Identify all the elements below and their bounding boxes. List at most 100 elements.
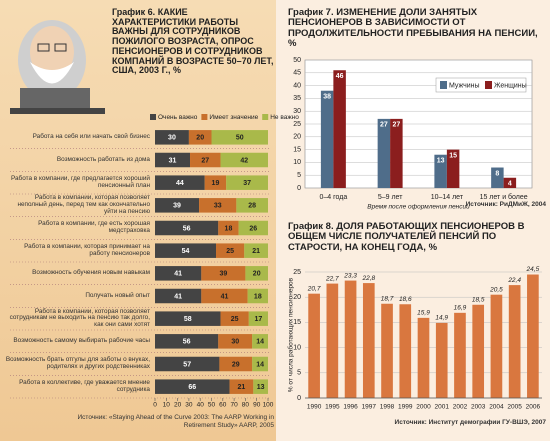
value-label: 16,9 <box>454 305 467 312</box>
bar-segment <box>155 311 221 326</box>
value-label: 46 <box>336 73 344 80</box>
y-tick-label: 40 <box>293 82 301 89</box>
bar-segment <box>155 220 219 236</box>
value-label: 56 <box>183 339 191 346</box>
chart-label: График 7. <box>288 7 334 18</box>
bar <box>362 283 375 398</box>
value-label: 15,9 <box>417 310 430 317</box>
bar-segment <box>220 152 268 168</box>
source: Источник: «Staying Ahead of the Curve 20… <box>77 414 275 429</box>
y-tick-label: 5 <box>297 370 301 377</box>
value-label: 41 <box>174 293 182 300</box>
value-label: 27 <box>380 122 388 129</box>
category-label: Возможность обучения новым навыкам <box>32 268 150 276</box>
y-tick-label: 10 <box>293 344 301 351</box>
value-label: 41 <box>221 293 229 300</box>
x-tick-label: 1999 <box>398 404 413 411</box>
y-tick-label: 0 <box>297 395 301 402</box>
x-tick-label: 0 <box>153 402 157 409</box>
value-label: 50 <box>236 135 244 142</box>
bar-segment <box>155 152 191 168</box>
value-label: 38 <box>323 94 331 101</box>
x-tick-label: 2001 <box>434 404 449 411</box>
value-label: 22,8 <box>361 275 375 282</box>
value-label: 27 <box>392 122 400 129</box>
legend-swatch <box>485 81 492 89</box>
value-label: 4 <box>508 181 512 188</box>
value-label: 18,5 <box>472 296 485 303</box>
value-label: 30 <box>231 339 239 346</box>
value-label: 8 <box>495 170 499 177</box>
y-tick-label: 30 <box>293 108 301 115</box>
legend-swatch <box>262 114 269 120</box>
value-label: 37 <box>243 180 251 187</box>
bar-segment <box>190 152 221 168</box>
bar <box>434 154 447 188</box>
value-label: 18,7 <box>381 295 394 302</box>
bar <box>320 90 334 188</box>
value-label: 20,5 <box>489 286 503 293</box>
value-label: 39 <box>219 271 227 278</box>
legend-label: Мужчины <box>449 82 480 89</box>
x-tick-label: 2004 <box>489 404 504 411</box>
bar-segment <box>155 175 205 190</box>
chart-label: График 6. <box>112 7 156 17</box>
x-tick-label: 0–4 года <box>320 194 348 201</box>
bar <box>308 293 320 398</box>
x-tick-label: 10–14 лет <box>431 194 464 201</box>
value-label: 13 <box>257 384 265 391</box>
category-label: Работа в компании, которая позволяет сот… <box>9 307 150 329</box>
bar <box>390 118 403 188</box>
value-label: 31 <box>169 157 177 164</box>
x-tick-label: 80 <box>242 402 250 409</box>
bar-segment <box>218 334 253 349</box>
category-label: Возможность брать отгулы для заботы о вн… <box>5 356 150 370</box>
value-label: 22,7 <box>325 275 339 282</box>
bar-segment <box>236 198 268 213</box>
legend-label: Женщины <box>494 82 527 89</box>
chart-label: График 8. <box>288 221 334 232</box>
chart-title: Доля работающих пенсионеров в общем числ… <box>288 221 525 253</box>
y-axis-title: % от числа работающих пенсионеров <box>287 277 295 392</box>
bar-segment <box>216 243 245 258</box>
bar-segment <box>253 379 268 394</box>
bar-segment <box>188 130 212 145</box>
bar <box>399 304 412 398</box>
y-tick-label: 10 <box>293 159 301 166</box>
bar <box>417 317 430 398</box>
bar <box>377 118 391 188</box>
x-tick-label: 20 <box>174 402 182 409</box>
value-label: 39 <box>173 203 181 210</box>
source: Источник: Институт демографии ГУ-ВШЭ, 20… <box>394 419 546 426</box>
value-label: 54 <box>182 248 190 255</box>
y-tick-label: 25 <box>293 121 301 128</box>
bar-segment <box>155 356 220 372</box>
bar <box>435 322 448 398</box>
bar <box>454 312 466 398</box>
bar <box>490 294 503 398</box>
y-tick-label: 50 <box>293 57 301 64</box>
bar-segment <box>155 334 219 349</box>
x-tick-label: 2005 <box>507 404 522 411</box>
chart-title-block: График 8. Доля работающих пенсионеров в … <box>288 221 546 253</box>
category-label: Возможность работать из дома <box>56 155 150 163</box>
x-tick-label: 1996 <box>343 404 358 411</box>
y-tick-label: 35 <box>293 95 301 102</box>
bar-segment <box>204 175 227 190</box>
bar-segment <box>220 311 249 326</box>
y-tick-label: 15 <box>293 146 301 153</box>
category-label: Работа в компании, где есть хорошая медс… <box>38 220 150 234</box>
bar <box>446 149 460 188</box>
y-tick-label: 20 <box>293 294 301 301</box>
category-label: Работа в коллективе, где уважается мнени… <box>19 378 150 393</box>
x-tick-label: 2000 <box>416 404 431 411</box>
bar <box>472 304 485 398</box>
value-label: 19 <box>212 180 220 187</box>
bar <box>527 274 539 398</box>
value-label: 22,4 <box>507 277 521 284</box>
bar-segment <box>201 266 246 281</box>
bar-segment <box>229 379 254 394</box>
chart-title-block: График 6. Какие характеристики работы ва… <box>112 7 274 76</box>
bar <box>491 167 504 188</box>
